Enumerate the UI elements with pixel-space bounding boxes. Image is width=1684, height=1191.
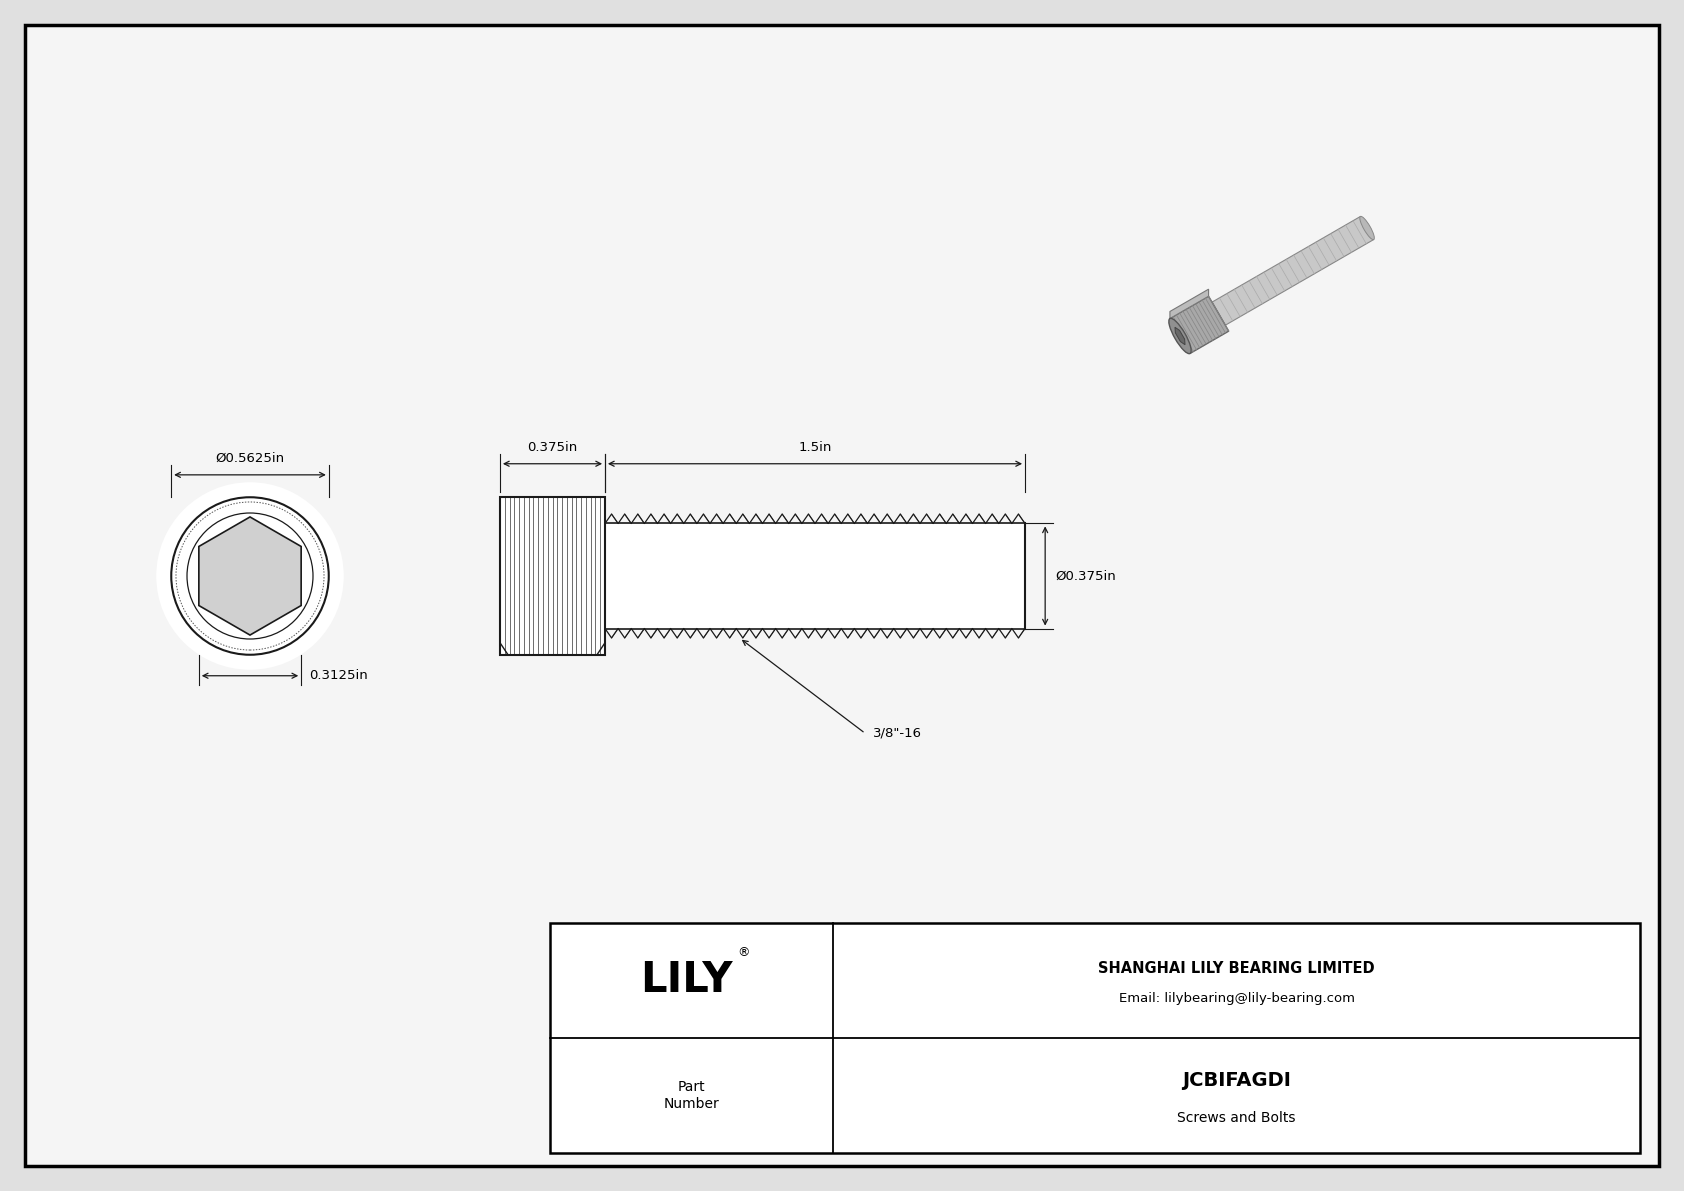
Polygon shape xyxy=(199,517,301,635)
Text: 1.5in: 1.5in xyxy=(798,441,832,454)
Circle shape xyxy=(187,513,313,640)
Bar xyxy=(500,498,605,655)
Polygon shape xyxy=(1170,289,1209,318)
Ellipse shape xyxy=(1169,318,1191,354)
Text: Part
Number: Part Number xyxy=(663,1080,719,1110)
Text: 0.375in: 0.375in xyxy=(527,441,578,454)
Ellipse shape xyxy=(1359,217,1374,239)
Text: LILY: LILY xyxy=(640,960,733,1002)
Text: Screws and Bolts: Screws and Bolts xyxy=(1177,1110,1297,1124)
Text: 0.3125in: 0.3125in xyxy=(310,669,367,682)
Bar xyxy=(500,498,605,655)
Circle shape xyxy=(157,482,344,669)
Text: ®: ® xyxy=(738,946,749,959)
Polygon shape xyxy=(1170,297,1229,354)
Text: Ø0.375in: Ø0.375in xyxy=(1056,569,1116,582)
Text: Ø0.5625in: Ø0.5625in xyxy=(216,451,285,464)
Text: SHANGHAI LILY BEARING LIMITED: SHANGHAI LILY BEARING LIMITED xyxy=(1098,961,1376,975)
Text: 3/8"-16: 3/8"-16 xyxy=(874,727,923,740)
Polygon shape xyxy=(1212,217,1374,325)
Text: JCBIFAGDI: JCBIFAGDI xyxy=(1182,1071,1292,1090)
Bar xyxy=(551,923,1640,1153)
Polygon shape xyxy=(1175,328,1186,344)
Text: Email: lilybearing@lily-bearing.com: Email: lilybearing@lily-bearing.com xyxy=(1118,992,1354,1005)
Bar xyxy=(605,524,1026,629)
